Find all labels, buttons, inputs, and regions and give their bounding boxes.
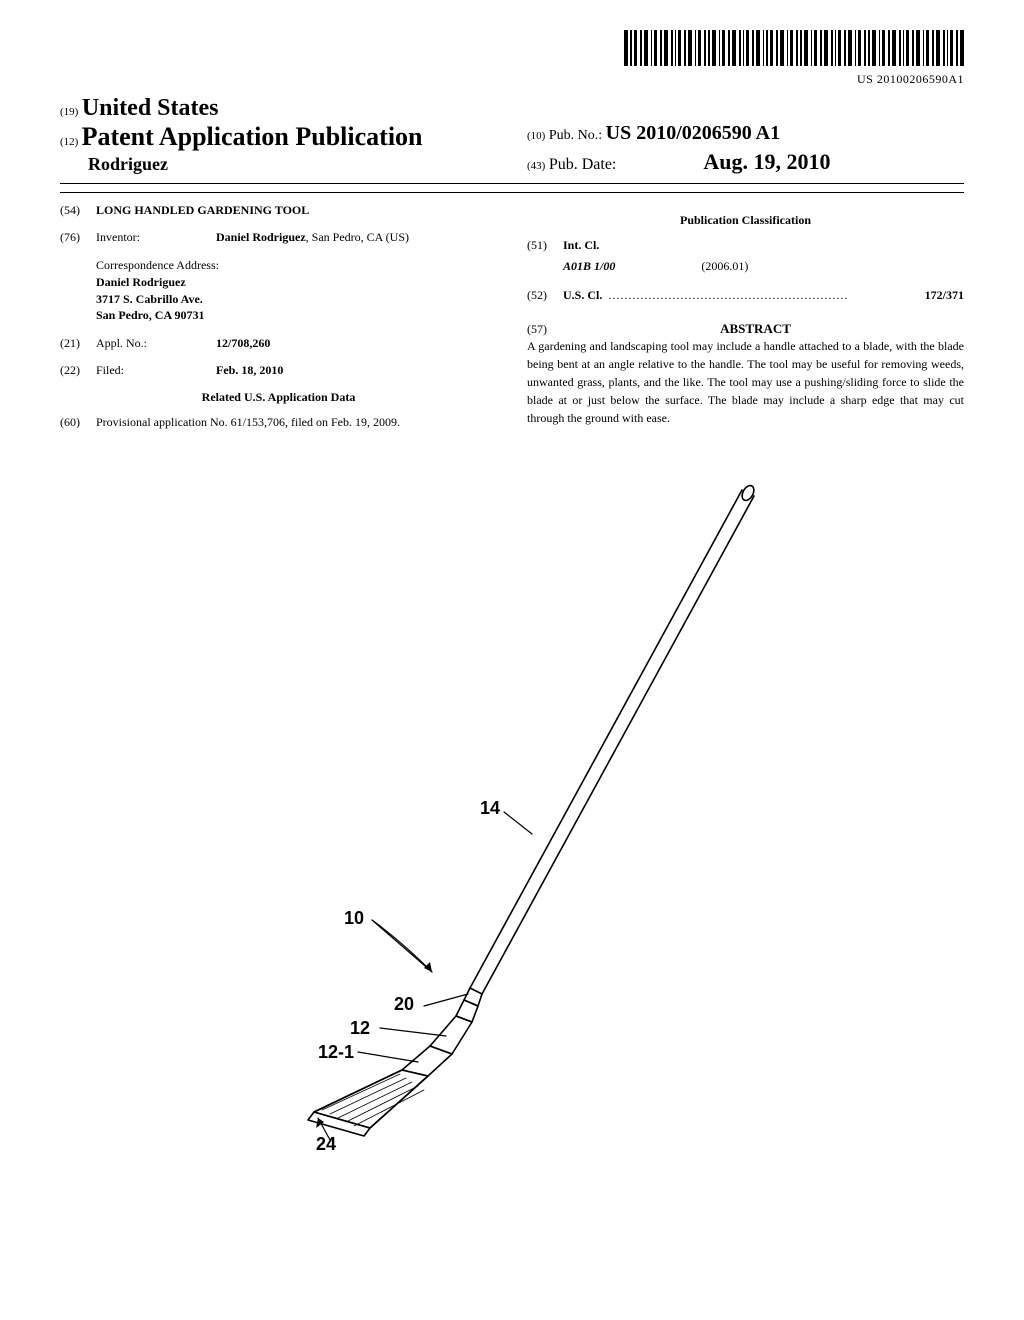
- abstract-code: (57): [527, 322, 547, 337]
- patent-title: LONG HANDLED GARDENING TOOL: [96, 203, 497, 218]
- title-row: (54) LONG HANDLED GARDENING TOOL: [60, 203, 497, 218]
- correspondence-city: San Pedro, CA 90731: [96, 307, 497, 324]
- correspondence-name: Daniel Rodriguez: [96, 274, 497, 291]
- pub-date-prefix: (43): [527, 160, 545, 172]
- country-line: (19) United States: [60, 95, 497, 122]
- abstract-heading: ABSTRACT: [547, 321, 964, 337]
- divider-thick: [60, 183, 964, 184]
- inventor-location: , San Pedro, CA (US): [306, 230, 409, 244]
- pub-date: Aug. 19, 2010: [703, 149, 830, 174]
- us-cl-label: U.S. Cl.: [563, 288, 602, 303]
- country-prefix: (19): [60, 106, 78, 118]
- title-code: (54): [60, 203, 96, 218]
- inventor-value: Daniel Rodriguez, San Pedro, CA (US): [216, 230, 497, 245]
- int-cl-row: (51) Int. Cl.: [527, 238, 964, 253]
- appl-code: (21): [60, 336, 96, 351]
- abstract-text: A gardening and landscaping tool may inc…: [527, 337, 964, 427]
- int-cl-class: A01B 1/00: [563, 259, 615, 273]
- filed-code: (22): [60, 363, 96, 378]
- publication-type: Patent Application Publication: [82, 122, 423, 151]
- pub-no-line: (10) Pub. No.: US 2010/0206590 A1: [527, 122, 964, 145]
- us-cl-value: 172/371: [925, 288, 964, 303]
- pub-no-prefix: (10): [527, 130, 545, 142]
- us-cl-code: (52): [527, 288, 563, 303]
- inventor-label: Inventor:: [96, 230, 216, 245]
- related-row: (60) Provisional application No. 61/153,…: [60, 415, 497, 430]
- header-row: (19) United States (12) Patent Applicati…: [60, 95, 964, 175]
- pub-prefix: (12): [60, 136, 78, 148]
- inventor-name: Daniel Rodriguez: [216, 230, 306, 244]
- related-code: (60): [60, 415, 96, 430]
- int-cl-label: Int. Cl.: [563, 238, 599, 253]
- int-cl-value-row: A01B 1/00 (2006.01): [563, 259, 964, 274]
- abstract-header-row: (57) ABSTRACT: [527, 321, 964, 337]
- int-cl-year: (2006.01): [701, 259, 748, 273]
- document-id: US 20100206590A1: [60, 72, 964, 87]
- related-heading: Related U.S. Application Data: [60, 390, 497, 405]
- publication-type-line: (12) Patent Application Publication: [60, 122, 497, 152]
- pub-no: US 2010/0206590 A1: [606, 122, 780, 144]
- appl-label: Appl. No.:: [96, 336, 216, 351]
- filed-label: Filed:: [96, 363, 216, 378]
- filed-row: (22) Filed: Feb. 18, 2010: [60, 363, 497, 378]
- inventor-code: (76): [60, 230, 96, 245]
- left-column: (54) LONG HANDLED GARDENING TOOL (76) In…: [60, 203, 497, 442]
- classification-heading: Publication Classification: [527, 213, 964, 228]
- body-columns: (54) LONG HANDLED GARDENING TOOL (76) In…: [60, 203, 964, 442]
- barcode-area: US 20100206590A1: [60, 30, 964, 87]
- correspondence-street: 3717 S. Cabrillo Ave.: [96, 291, 497, 308]
- author-name: Rodriguez: [60, 154, 497, 175]
- appl-row: (21) Appl. No.: 12/708,260: [60, 336, 497, 351]
- us-cl-dots: ........................................…: [602, 288, 924, 303]
- ref-24: 24: [316, 1134, 336, 1155]
- pub-no-label: Pub. No.:: [549, 128, 602, 143]
- pub-date-line: (43) Pub. Date: Aug. 19, 2010: [527, 149, 964, 175]
- figure-drawing: [232, 472, 792, 1152]
- filed-date: Feb. 18, 2010: [216, 363, 497, 378]
- pub-date-label: Pub. Date:: [549, 156, 617, 173]
- right-column: Publication Classification (51) Int. Cl.…: [527, 203, 964, 442]
- us-cl-row: (52) U.S. Cl. ..........................…: [527, 288, 964, 303]
- inventor-row: (76) Inventor: Daniel Rodriguez, San Ped…: [60, 230, 497, 245]
- related-text: Provisional application No. 61/153,706, …: [96, 415, 497, 430]
- barcode-icon: [624, 30, 964, 66]
- correspondence-label: Correspondence Address:: [96, 257, 497, 274]
- ref-12: 12: [350, 1018, 370, 1039]
- country-name: United States: [82, 95, 219, 121]
- ref-14: 14: [480, 798, 500, 819]
- ref-10: 10: [344, 908, 364, 929]
- figure-area: 14 10 20 12 12-1 24: [60, 472, 964, 1156]
- divider-thin: [60, 192, 964, 193]
- appl-no: 12/708,260: [216, 336, 497, 351]
- ref-12-1: 12-1: [318, 1042, 354, 1063]
- correspondence-block: Correspondence Address: Daniel Rodriguez…: [96, 257, 497, 324]
- int-cl-code: (51): [527, 238, 563, 253]
- ref-20: 20: [394, 994, 414, 1015]
